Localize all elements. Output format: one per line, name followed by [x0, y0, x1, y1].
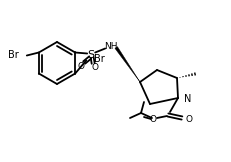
- Polygon shape: [114, 47, 139, 82]
- Text: O: O: [185, 115, 192, 123]
- Text: S: S: [87, 50, 94, 59]
- Text: Br: Br: [8, 51, 19, 60]
- Text: NH: NH: [104, 42, 117, 51]
- Text: Br: Br: [94, 54, 104, 64]
- Text: O: O: [149, 116, 156, 125]
- Text: O: O: [91, 63, 98, 72]
- Text: O: O: [77, 62, 84, 71]
- Text: N: N: [183, 94, 191, 104]
